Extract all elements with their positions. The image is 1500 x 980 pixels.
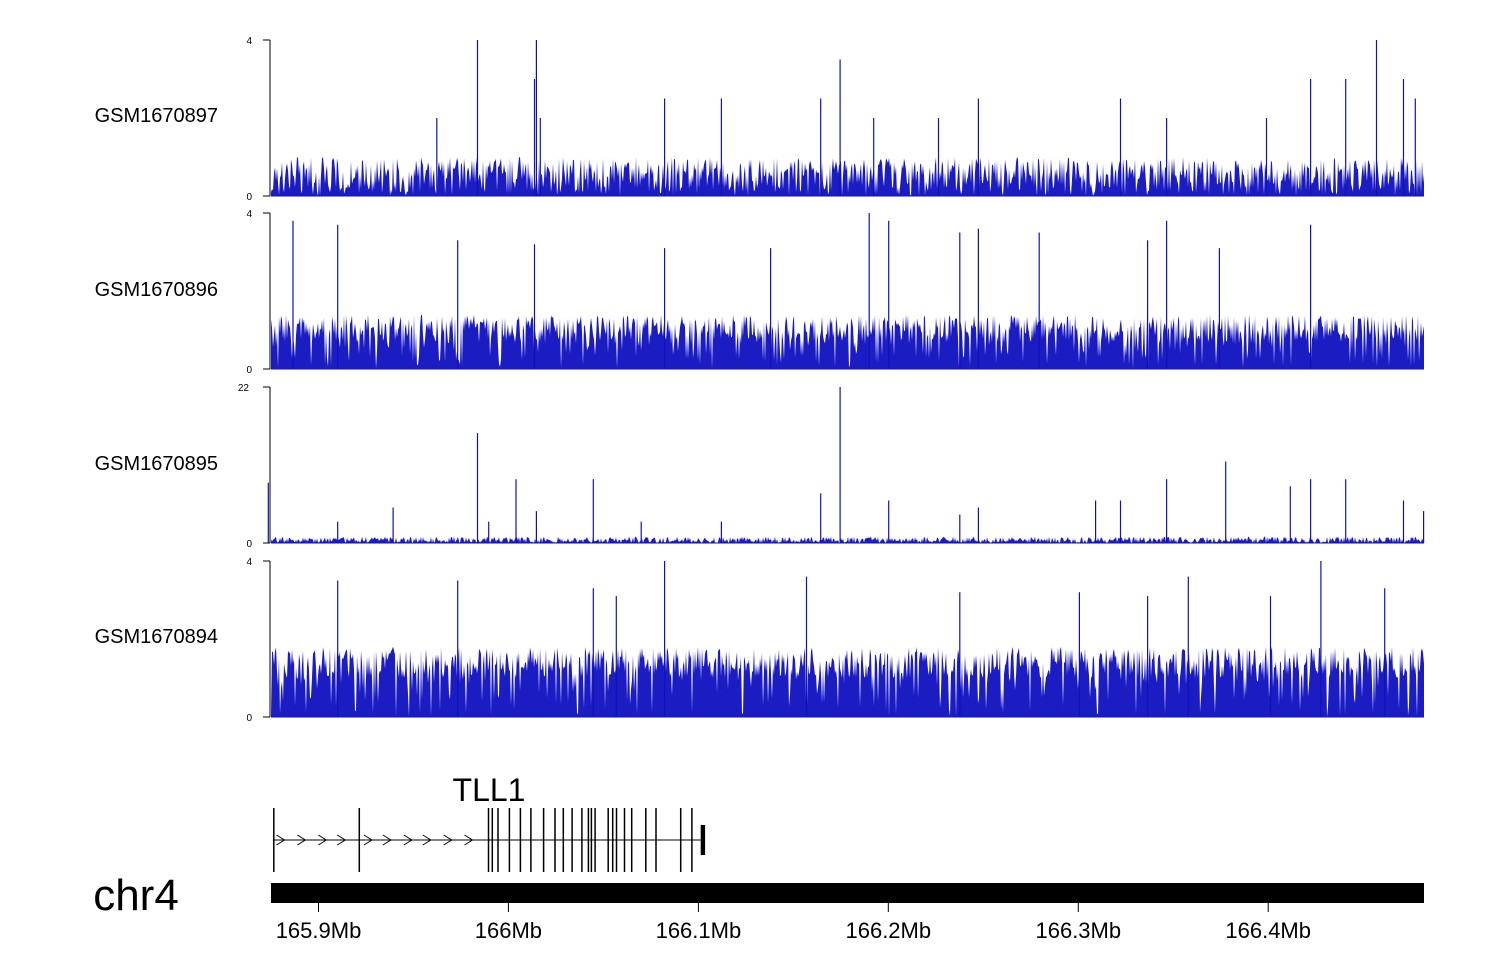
signal-bars-gsm1670895 xyxy=(267,387,1425,544)
strand-arrow xyxy=(276,834,286,846)
chromosome-bar xyxy=(271,883,1424,903)
signal-bars-gsm1670894 xyxy=(271,561,1424,718)
x-tick-label: 166.2Mb xyxy=(845,918,931,943)
signal-area xyxy=(271,157,1424,196)
track-gsm1670895: GSM1670895 22 0 xyxy=(95,383,1425,550)
gene-track: TLL1 xyxy=(272,772,706,872)
y-tick-label-min-gsm1670895: 0 xyxy=(246,539,252,550)
x-tick-label: 165.9Mb xyxy=(276,918,362,943)
y-tick-label-min-gsm1670894: 0 xyxy=(246,713,252,724)
strand-arrow xyxy=(464,834,474,846)
y-tick-label-min-gsm1670896: 0 xyxy=(246,365,252,376)
signal-area xyxy=(271,536,1424,543)
track-gsm1670894: GSM1670894 4 0 xyxy=(95,557,1424,724)
x-tick-label: 166.1Mb xyxy=(656,918,742,943)
strand-arrow xyxy=(318,834,328,846)
track-label-gsm1670897: GSM1670897 xyxy=(95,105,218,127)
track-label-gsm1670894: GSM1670894 xyxy=(95,626,218,648)
chromosome-label: chr4 xyxy=(93,871,179,920)
strand-arrow xyxy=(297,834,307,846)
signal-bars-gsm1670897 xyxy=(271,40,1424,197)
x-tick-label: 166.4Mb xyxy=(1225,918,1311,943)
strand-arrow xyxy=(363,834,373,846)
y-tick-label-max-gsm1670894: 4 xyxy=(246,557,252,568)
y-tick-label-min-gsm1670897: 0 xyxy=(246,192,252,203)
strand-arrow xyxy=(382,834,392,846)
track-gsm1670896: GSM1670896 4 0 xyxy=(95,209,1424,376)
signal-bars-gsm1670896 xyxy=(271,213,1424,370)
gene-exon-terminal xyxy=(700,825,706,855)
strand-arrow xyxy=(422,834,432,846)
strand-arrow xyxy=(443,834,453,846)
y-tick-label-max-gsm1670895: 22 xyxy=(238,383,250,394)
x-tick-label: 166.3Mb xyxy=(1035,918,1121,943)
track-label-gsm1670895: GSM1670895 xyxy=(95,453,218,475)
signal-area xyxy=(271,314,1424,369)
x-axis: 165.9Mb 166Mb 166.1Mb 166.2Mb 166.3Mb 166.4Mb xyxy=(276,903,1311,943)
gene-model-tll1 xyxy=(272,808,706,872)
y-tick-label-max-gsm1670896: 4 xyxy=(246,209,252,220)
x-tick-label: 166Mb xyxy=(475,918,542,943)
gene-label: TLL1 xyxy=(453,772,526,808)
signal-area xyxy=(271,646,1424,717)
strand-arrow xyxy=(337,834,347,846)
y-tick-label-max-gsm1670897: 4 xyxy=(246,36,252,47)
strand-arrow xyxy=(403,834,413,846)
track-gsm1670897: GSM1670897 4 0 xyxy=(95,36,1424,203)
track-label-gsm1670896: GSM1670896 xyxy=(95,279,218,301)
